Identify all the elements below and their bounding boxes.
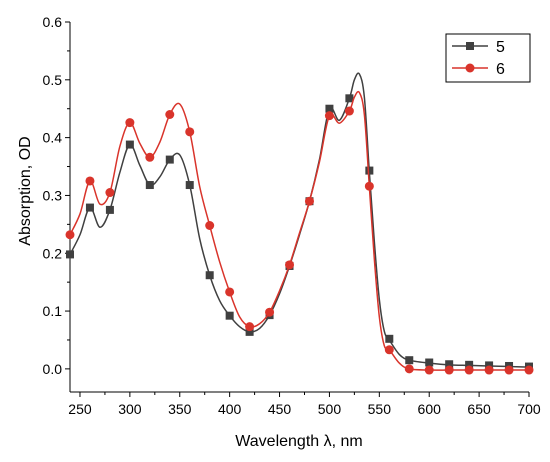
plot-frame: [69, 22, 529, 393]
series-6-point: [105, 188, 115, 198]
series-5-point: [145, 181, 154, 190]
series-6-point: [265, 307, 275, 317]
y-tick-label: 0.1: [43, 303, 63, 319]
x-tick-label: 400: [218, 401, 242, 417]
x-tick-label: 700: [517, 401, 541, 417]
series-5-point: [345, 94, 354, 103]
series-5-point: [105, 205, 114, 214]
series-6-point: [245, 322, 255, 332]
series-6-point: [125, 118, 135, 128]
series-6-point: [324, 111, 334, 121]
y-tick-label: 0.3: [43, 187, 63, 203]
x-tick-label: 350: [168, 401, 192, 417]
series-6-point: [504, 365, 514, 375]
legend-entry-6: 6: [452, 61, 505, 78]
series-5-point: [245, 327, 254, 336]
legend-box: [445, 33, 531, 83]
series-6-point: [404, 364, 414, 374]
series-5-point: [405, 356, 414, 365]
y-tick-label: 0.2: [43, 245, 63, 261]
legend: 56: [445, 33, 531, 83]
series-5-point: [165, 155, 174, 164]
series-6-point: [384, 345, 394, 355]
series-5-point: [205, 271, 214, 280]
x-tick-label: 450: [268, 401, 292, 417]
series-6-point: [304, 196, 314, 206]
x-tick-label: 600: [418, 401, 442, 417]
legend-label: 6: [496, 61, 505, 78]
y-tick-label: 0.4: [43, 130, 63, 146]
series-5-line: [69, 72, 530, 368]
series-6-point: [205, 221, 215, 230]
series-6-point: [65, 230, 75, 240]
series-5-point: [325, 104, 334, 113]
series-6-point: [85, 176, 95, 186]
x-tick-label: 650: [467, 401, 491, 417]
series-6-point: [285, 260, 295, 270]
series-6-point: [225, 287, 235, 297]
series-6-point: [185, 127, 195, 137]
x-tick-label: 500: [318, 401, 342, 417]
legend-marker: [465, 63, 475, 73]
series-6-point: [444, 365, 454, 375]
series-5-point: [385, 334, 394, 343]
series-5-point: [445, 360, 454, 369]
series-5-point: [425, 358, 434, 367]
series-6: [65, 90, 534, 375]
series-5-point: [485, 361, 494, 370]
legend-label: 5: [496, 39, 505, 56]
series-5: [66, 72, 533, 371]
x-tick-label: 550: [368, 401, 392, 417]
series-6-point: [364, 181, 374, 191]
series-6-point: [464, 365, 474, 375]
legend-entry-5: 5: [452, 39, 505, 56]
series-5-point: [66, 250, 74, 259]
series-6-point: [484, 365, 494, 375]
y-axis-title: Absorption, OD: [17, 136, 34, 245]
series-5-point: [125, 140, 134, 149]
y-tick-label: 0.5: [43, 72, 63, 88]
series-layer: [65, 72, 534, 375]
series-6-point: [145, 152, 155, 162]
series-5-point: [225, 311, 234, 320]
legend-marker: [466, 42, 474, 50]
x-tick-label: 250: [68, 401, 92, 417]
x-axis-title: Wavelength λ, nm: [235, 433, 362, 450]
series-6-point: [165, 110, 175, 119]
series-5-point: [465, 360, 474, 369]
series-5-point: [185, 181, 194, 190]
y-axis-ticks: 0.0 0.1 0.2 0.3 0.4 0.5 0.6: [43, 14, 70, 377]
series-5-point: [85, 203, 94, 212]
series-6-line: [69, 90, 530, 371]
x-axis-ticks: 250 300 350 400 450 500 550 600 650 700: [68, 392, 541, 417]
series-6-point: [424, 365, 434, 375]
y-tick-label: 0.6: [43, 14, 63, 30]
series-6-point: [524, 365, 534, 375]
series-5-point: [365, 166, 374, 175]
x-tick-label: 300: [118, 401, 142, 417]
y-tick-label: 0.0: [43, 361, 63, 377]
series-6-point: [344, 106, 354, 116]
